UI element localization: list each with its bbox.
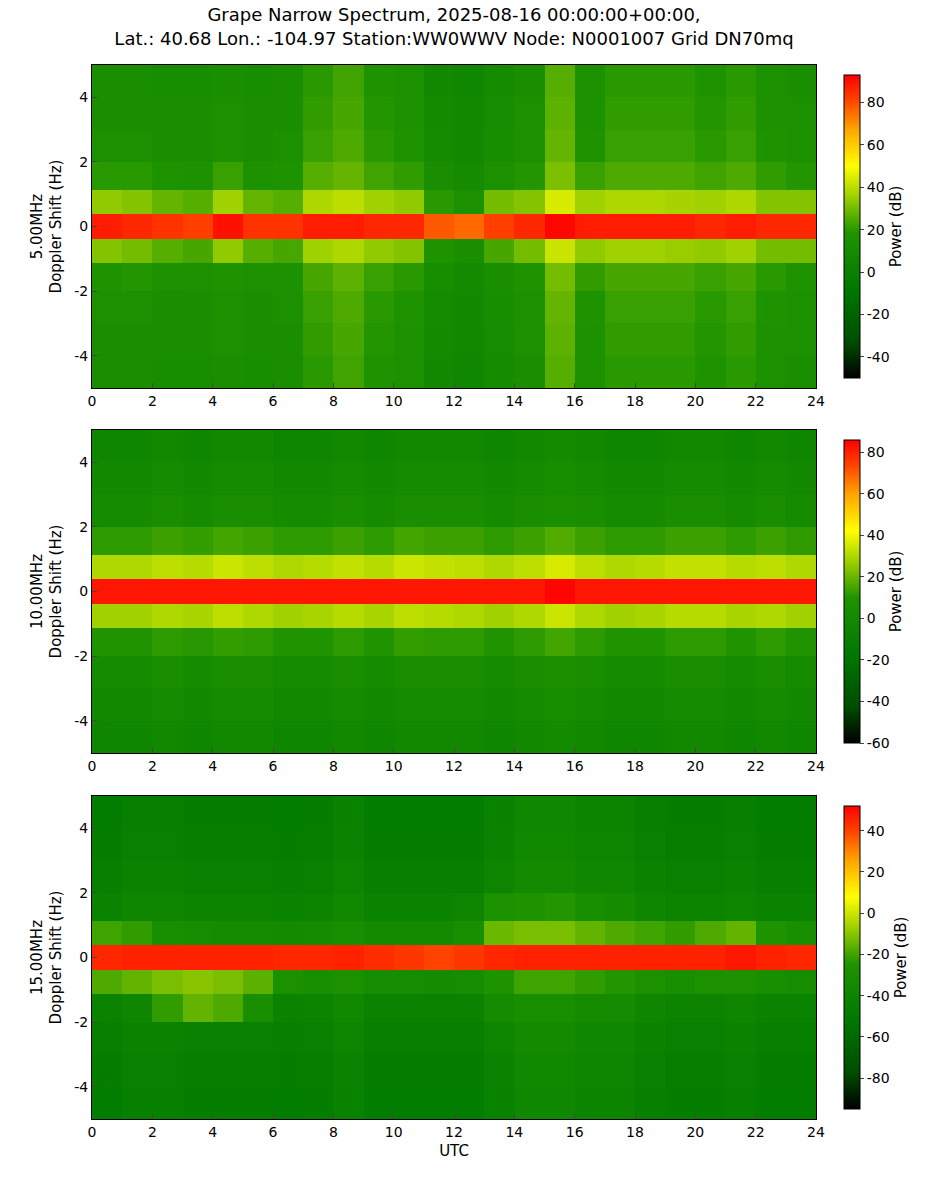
svg-text:2: 2: [79, 885, 88, 901]
svg-text:-2: -2: [74, 283, 88, 299]
svg-text:8: 8: [329, 393, 338, 409]
svg-text:20: 20: [686, 1124, 704, 1140]
svg-text:20: 20: [867, 569, 885, 585]
svg-text:16: 16: [566, 1124, 584, 1140]
svg-text:2: 2: [79, 154, 88, 170]
svg-text:20: 20: [686, 758, 704, 774]
svg-text:40: 40: [867, 823, 885, 839]
svg-text:8: 8: [329, 758, 338, 774]
svg-text:10: 10: [385, 1124, 403, 1140]
svg-text:20: 20: [867, 864, 885, 880]
svg-text:2: 2: [79, 519, 88, 535]
svg-text:20: 20: [867, 222, 885, 238]
svg-text:14: 14: [505, 1124, 523, 1140]
svg-text:40: 40: [867, 179, 885, 195]
svg-text:4: 4: [208, 1124, 217, 1140]
svg-text:60: 60: [867, 486, 885, 502]
svg-text:4: 4: [79, 89, 88, 105]
svg-text:10.00MHzDoppler Shift (Hz): 10.00MHzDoppler Shift (Hz): [28, 525, 66, 659]
svg-text:UTC: UTC: [439, 1142, 469, 1160]
svg-text:0: 0: [88, 393, 97, 409]
svg-text:0: 0: [79, 949, 88, 965]
svg-text:-40: -40: [867, 693, 890, 709]
svg-text:18: 18: [626, 758, 644, 774]
svg-text:10: 10: [385, 393, 403, 409]
svg-text:24: 24: [807, 1124, 825, 1140]
svg-text:18: 18: [626, 1124, 644, 1140]
svg-text:6: 6: [269, 758, 278, 774]
svg-text:15.00MHzDoppler Shift (Hz): 15.00MHzDoppler Shift (Hz): [28, 891, 66, 1025]
svg-text:0: 0: [867, 905, 876, 921]
svg-text:2: 2: [148, 1124, 157, 1140]
svg-text:8: 8: [329, 1124, 338, 1140]
svg-text:40: 40: [867, 527, 885, 543]
svg-text:5.00MHzDoppler Shift (Hz): 5.00MHzDoppler Shift (Hz): [28, 160, 66, 294]
svg-text:14: 14: [505, 758, 523, 774]
svg-text:0: 0: [88, 1124, 97, 1140]
svg-text:22: 22: [747, 393, 765, 409]
svg-text:6: 6: [269, 1124, 278, 1140]
svg-text:12: 12: [445, 1124, 463, 1140]
svg-text:-40: -40: [867, 349, 890, 365]
svg-text:18: 18: [626, 393, 644, 409]
svg-text:20: 20: [686, 393, 704, 409]
svg-text:Power (dB): Power (dB): [892, 917, 910, 999]
svg-text:24: 24: [807, 758, 825, 774]
svg-text:0: 0: [79, 218, 88, 234]
svg-text:-4: -4: [74, 348, 88, 364]
svg-text:2: 2: [148, 758, 157, 774]
svg-text:Power (dB): Power (dB): [887, 551, 905, 633]
svg-text:-20: -20: [867, 306, 890, 322]
svg-text:80: 80: [867, 444, 885, 460]
svg-text:4: 4: [208, 758, 217, 774]
svg-text:-2: -2: [74, 1014, 88, 1030]
svg-text:16: 16: [566, 758, 584, 774]
svg-text:-2: -2: [74, 648, 88, 664]
svg-text:14: 14: [505, 393, 523, 409]
svg-text:Power (dB): Power (dB): [887, 186, 905, 268]
svg-text:60: 60: [867, 137, 885, 153]
svg-text:6: 6: [269, 393, 278, 409]
svg-text:16: 16: [566, 393, 584, 409]
svg-text:22: 22: [747, 1124, 765, 1140]
svg-text:0: 0: [867, 264, 876, 280]
svg-text:0: 0: [867, 610, 876, 626]
svg-text:4: 4: [79, 454, 88, 470]
svg-text:12: 12: [445, 758, 463, 774]
svg-text:-60: -60: [867, 1029, 890, 1045]
svg-text:4: 4: [79, 820, 88, 836]
svg-text:4: 4: [208, 393, 217, 409]
svg-text:80: 80: [867, 94, 885, 110]
svg-text:-20: -20: [867, 946, 890, 962]
svg-text:2: 2: [148, 393, 157, 409]
svg-text:-60: -60: [867, 735, 890, 751]
svg-text:0: 0: [88, 758, 97, 774]
svg-text:12: 12: [445, 393, 463, 409]
svg-text:-80: -80: [867, 1070, 890, 1086]
svg-text:-20: -20: [867, 652, 890, 668]
svg-text:0: 0: [79, 583, 88, 599]
svg-text:-4: -4: [74, 713, 88, 729]
svg-text:-4: -4: [74, 1079, 88, 1095]
svg-text:-40: -40: [867, 988, 890, 1004]
svg-text:22: 22: [747, 758, 765, 774]
svg-text:Grape Narrow Spectrum, 2025-08: Grape Narrow Spectrum, 2025-08-16 00:00:…: [114, 4, 793, 48]
svg-text:24: 24: [807, 393, 825, 409]
svg-text:10: 10: [385, 758, 403, 774]
